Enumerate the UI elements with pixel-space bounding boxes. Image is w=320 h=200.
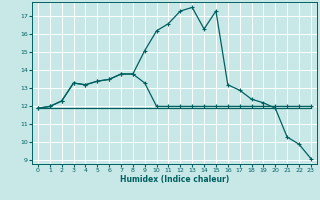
X-axis label: Humidex (Indice chaleur): Humidex (Indice chaleur) <box>120 175 229 184</box>
